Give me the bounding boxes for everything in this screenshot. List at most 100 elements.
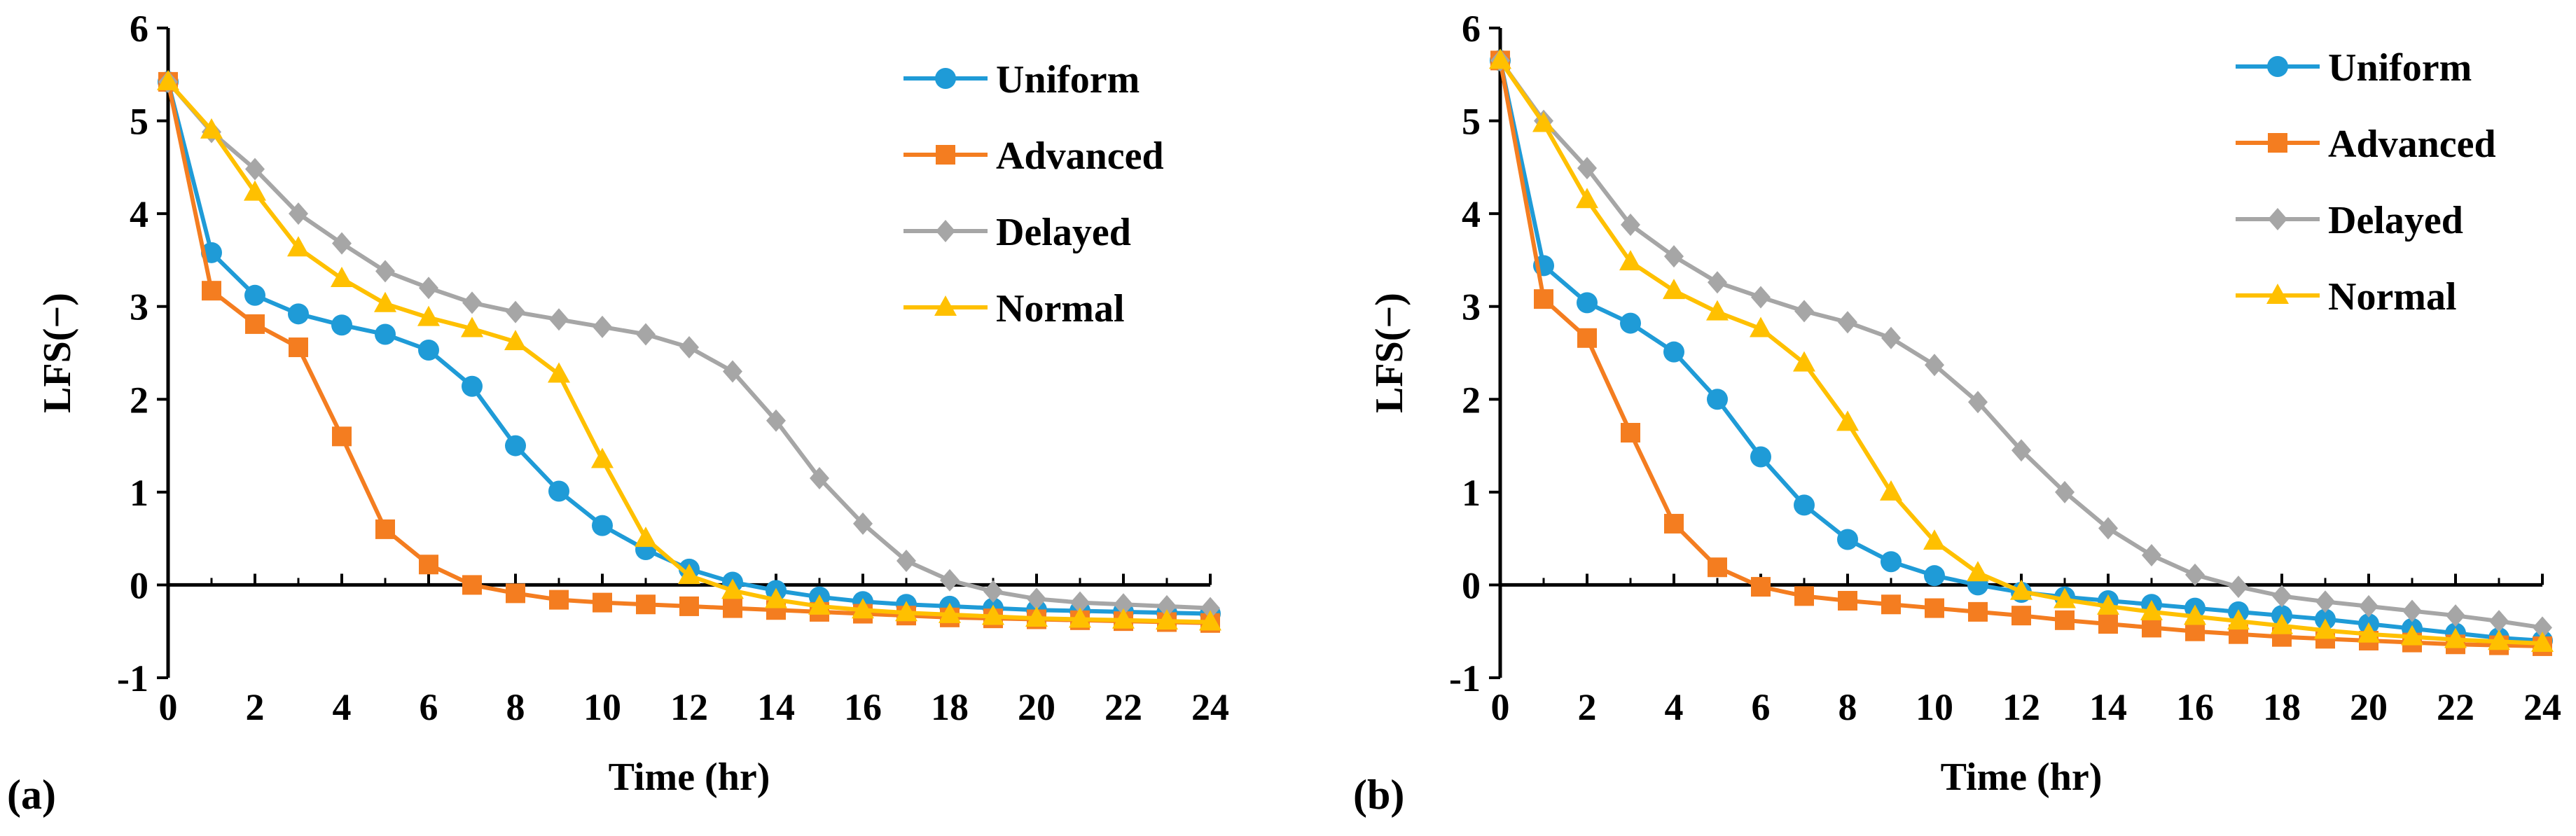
data-point-delayed [1577, 157, 1597, 180]
x-tick-label: 18 [931, 686, 969, 728]
data-point-delayed [1664, 245, 1684, 268]
y-tick-label: -1 [117, 657, 148, 699]
data-point-uniform [592, 515, 613, 536]
x-tick-label: 24 [1191, 686, 1229, 728]
y-tick-label: 2 [130, 379, 148, 421]
data-point-normal [461, 316, 483, 337]
data-point-advanced [2011, 606, 2031, 626]
x-tick-label: 14 [757, 686, 795, 728]
data-point-normal [1750, 316, 1772, 337]
data-point-normal [1619, 250, 1642, 271]
y-tick-label: 3 [1462, 286, 1481, 328]
data-point-delayed [940, 569, 960, 592]
legend-marker-advanced [2268, 133, 2287, 153]
data-point-delayed [2011, 439, 2031, 462]
data-point-delayed [375, 260, 395, 283]
data-point-delayed [332, 232, 352, 255]
data-point-delayed [2402, 599, 2422, 622]
data-point-delayed [1881, 326, 1901, 349]
data-point-delayed [549, 308, 569, 331]
legend-label-normal: Normal [2328, 275, 2457, 319]
data-point-normal [504, 330, 527, 351]
y-tick-label: 1 [130, 472, 148, 514]
data-point-delayed [896, 549, 916, 572]
legend-marker-delayed [936, 220, 955, 242]
data-point-normal [1489, 48, 1511, 69]
legend-label-normal: Normal [996, 287, 1125, 330]
data-point-advanced [636, 594, 656, 615]
data-point-delayed [1794, 300, 1814, 323]
data-point-uniform [1837, 529, 1858, 550]
data-point-delayed [1751, 286, 1771, 309]
data-point-delayed [1838, 311, 1857, 334]
y-tick-label: 4 [130, 193, 148, 235]
x-tick-label: 12 [2002, 686, 2040, 728]
x-tick-label: 4 [1665, 686, 1684, 728]
data-point-normal [331, 266, 353, 287]
data-point-advanced [506, 583, 525, 604]
x-tick-label: 20 [2350, 686, 2388, 728]
data-point-advanced [1751, 577, 1771, 597]
data-point-normal [157, 69, 179, 90]
data-point-delayed [810, 466, 829, 489]
data-point-normal [1199, 610, 1221, 631]
data-point-uniform [548, 480, 569, 502]
data-point-advanced [2055, 610, 2075, 630]
data-point-normal [1836, 410, 1859, 431]
legend-label-uniform: Uniform [996, 58, 1140, 102]
y-axis-title: LFS(−) [36, 293, 79, 413]
data-point-advanced [375, 519, 395, 539]
legend-marker-normal [934, 295, 957, 316]
data-point-uniform [375, 323, 396, 345]
data-point-normal [2054, 587, 2076, 608]
legend-marker-advanced [936, 145, 955, 165]
y-axis-title: LFS(−) [1368, 293, 1411, 413]
data-point-normal [982, 604, 1004, 625]
data-point-delayed [723, 360, 742, 383]
data-point-delayed [2272, 585, 2292, 608]
data-point-normal [939, 602, 961, 623]
data-point-normal [417, 305, 440, 326]
data-point-normal [1576, 188, 1598, 209]
data-point-normal [2271, 613, 2293, 634]
x-tick-label: 2 [1578, 686, 1597, 728]
data-point-normal [2184, 604, 2206, 625]
data-point-normal [895, 601, 917, 622]
x-tick-label: 18 [2263, 686, 2301, 728]
data-point-delayed [1968, 391, 1988, 414]
data-point-advanced [549, 590, 569, 610]
data-point-normal [1663, 279, 1685, 300]
x-tick-label: 2 [246, 686, 265, 728]
data-point-uniform [1750, 446, 1771, 468]
data-point-advanced [1708, 557, 1727, 578]
x-tick-label: 16 [844, 686, 882, 728]
data-point-advanced [1664, 513, 1684, 534]
data-point-normal [1706, 300, 1729, 321]
data-point-delayed [1925, 354, 1944, 377]
data-point-delayed [2098, 517, 2118, 540]
data-point-normal [678, 564, 700, 585]
y-tick-label: 2 [1462, 379, 1481, 421]
data-point-delayed [1200, 597, 1220, 620]
data-point-normal [2097, 594, 2119, 615]
data-point-delayed [1621, 214, 1640, 237]
data-point-normal [1112, 608, 1135, 629]
data-point-advanced [1881, 594, 1901, 615]
legend-marker-delayed [2268, 208, 2287, 230]
data-point-normal [2357, 622, 2380, 643]
data-point-uniform [244, 284, 265, 306]
data-point-normal [1923, 529, 1946, 550]
data-point-advanced [593, 592, 612, 613]
data-point-advanced [289, 337, 308, 358]
data-point-delayed [636, 323, 656, 346]
data-point-normal [1793, 351, 1815, 372]
legend: Uniform Advanced Delayed Normal [2236, 46, 2496, 319]
data-point-delayed [766, 409, 786, 432]
x-tick-label: 6 [420, 686, 438, 728]
data-point-uniform [505, 435, 526, 457]
data-point-advanced [419, 555, 438, 575]
data-point-normal [2010, 579, 2033, 600]
x-tick-label: 12 [670, 686, 708, 728]
